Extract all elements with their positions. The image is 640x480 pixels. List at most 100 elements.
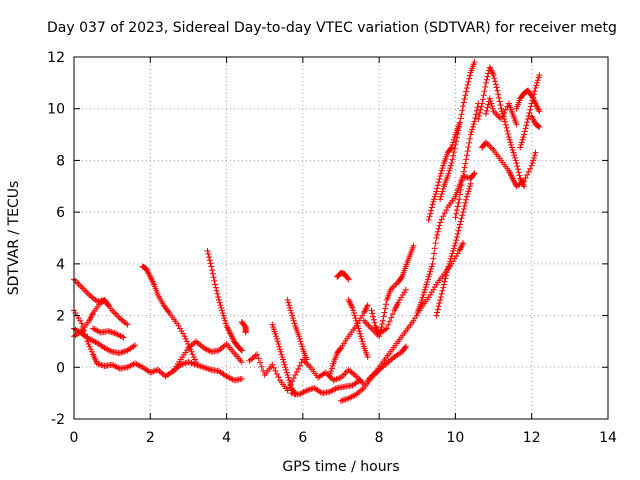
data-point [536, 72, 543, 79]
data-point [478, 103, 485, 110]
data-point [485, 101, 492, 108]
data-point [432, 191, 439, 198]
data-point [448, 253, 455, 260]
data-point [352, 315, 359, 322]
data-point [463, 152, 470, 159]
data-point [518, 141, 525, 148]
data-point [351, 312, 358, 319]
data-point [106, 328, 113, 335]
data-point [447, 258, 454, 265]
data-point [469, 123, 476, 130]
data-point [467, 180, 474, 187]
data-point [209, 267, 216, 274]
data-point [454, 131, 461, 138]
data-point [428, 207, 435, 214]
data-point [428, 204, 435, 211]
data-point [532, 85, 539, 92]
data-point [370, 313, 377, 320]
data-point [437, 219, 444, 226]
data-point [496, 114, 503, 121]
data-point [483, 76, 490, 83]
data-point [420, 291, 427, 298]
data-point [442, 275, 449, 282]
y-tick-label: 2 [56, 309, 65, 325]
y-tick-label: 6 [56, 205, 65, 221]
axis-ticks [73, 56, 609, 420]
data-point [443, 207, 450, 214]
data-point [482, 79, 489, 86]
data-point [220, 312, 227, 319]
data-point [475, 116, 482, 123]
data-point [502, 121, 509, 128]
y-tick-label: 10 [47, 102, 65, 118]
data-point [210, 274, 217, 281]
data-point [463, 156, 470, 163]
data-point [452, 214, 459, 221]
data-point [273, 371, 280, 378]
data-point [460, 172, 467, 179]
data-point [434, 185, 441, 192]
data-point [450, 149, 457, 156]
data-point [476, 109, 483, 116]
data-point [531, 154, 538, 161]
data-point [280, 359, 287, 366]
data-point [474, 104, 481, 111]
data-point [531, 91, 538, 98]
data-point [104, 301, 111, 308]
y-tick-label: -2 [51, 412, 65, 428]
data-point [421, 289, 428, 296]
data-point [285, 374, 292, 381]
data-point [494, 87, 501, 94]
data-point [120, 334, 127, 341]
data-point [471, 59, 478, 66]
data-point [219, 309, 226, 316]
data-point [514, 163, 521, 170]
data-point [457, 119, 464, 126]
y-tick-label: 4 [56, 257, 65, 273]
data-point [206, 254, 213, 261]
data-point [349, 304, 356, 311]
data-point [333, 376, 340, 383]
data-point [457, 191, 464, 198]
data-point [205, 365, 212, 372]
x-tick-label: 12 [523, 430, 541, 446]
data-points [71, 59, 543, 404]
data-point [182, 360, 189, 367]
data-point [514, 166, 521, 173]
data-point [269, 361, 276, 368]
data-point [353, 317, 360, 324]
data-point [435, 179, 442, 186]
data-point [284, 387, 291, 394]
data-point [364, 302, 371, 309]
data-point [495, 91, 502, 98]
data-point [435, 303, 442, 310]
data-point [282, 364, 289, 371]
data-point [350, 309, 357, 316]
data-point [337, 345, 344, 352]
data-point [471, 170, 478, 177]
data-point [457, 218, 464, 225]
data-point [78, 284, 85, 291]
data-series [139, 263, 200, 366]
data-point [464, 81, 471, 88]
data-point [461, 164, 468, 171]
y-tick-label: 12 [47, 50, 65, 66]
data-point [338, 374, 344, 381]
data-point [495, 94, 502, 101]
data-point [86, 343, 93, 350]
data-point [502, 118, 509, 125]
data-point [339, 397, 346, 404]
data-point [112, 310, 119, 317]
data-point [451, 242, 458, 249]
data-point [286, 377, 293, 384]
data-point [483, 107, 490, 114]
data-point [440, 162, 447, 169]
data-point [383, 301, 390, 308]
data-point [418, 299, 425, 306]
data-point [437, 297, 444, 304]
data-point [326, 373, 333, 380]
data-point [77, 282, 84, 289]
data-point [292, 372, 299, 379]
data-point [281, 361, 288, 368]
data-point [287, 307, 294, 314]
